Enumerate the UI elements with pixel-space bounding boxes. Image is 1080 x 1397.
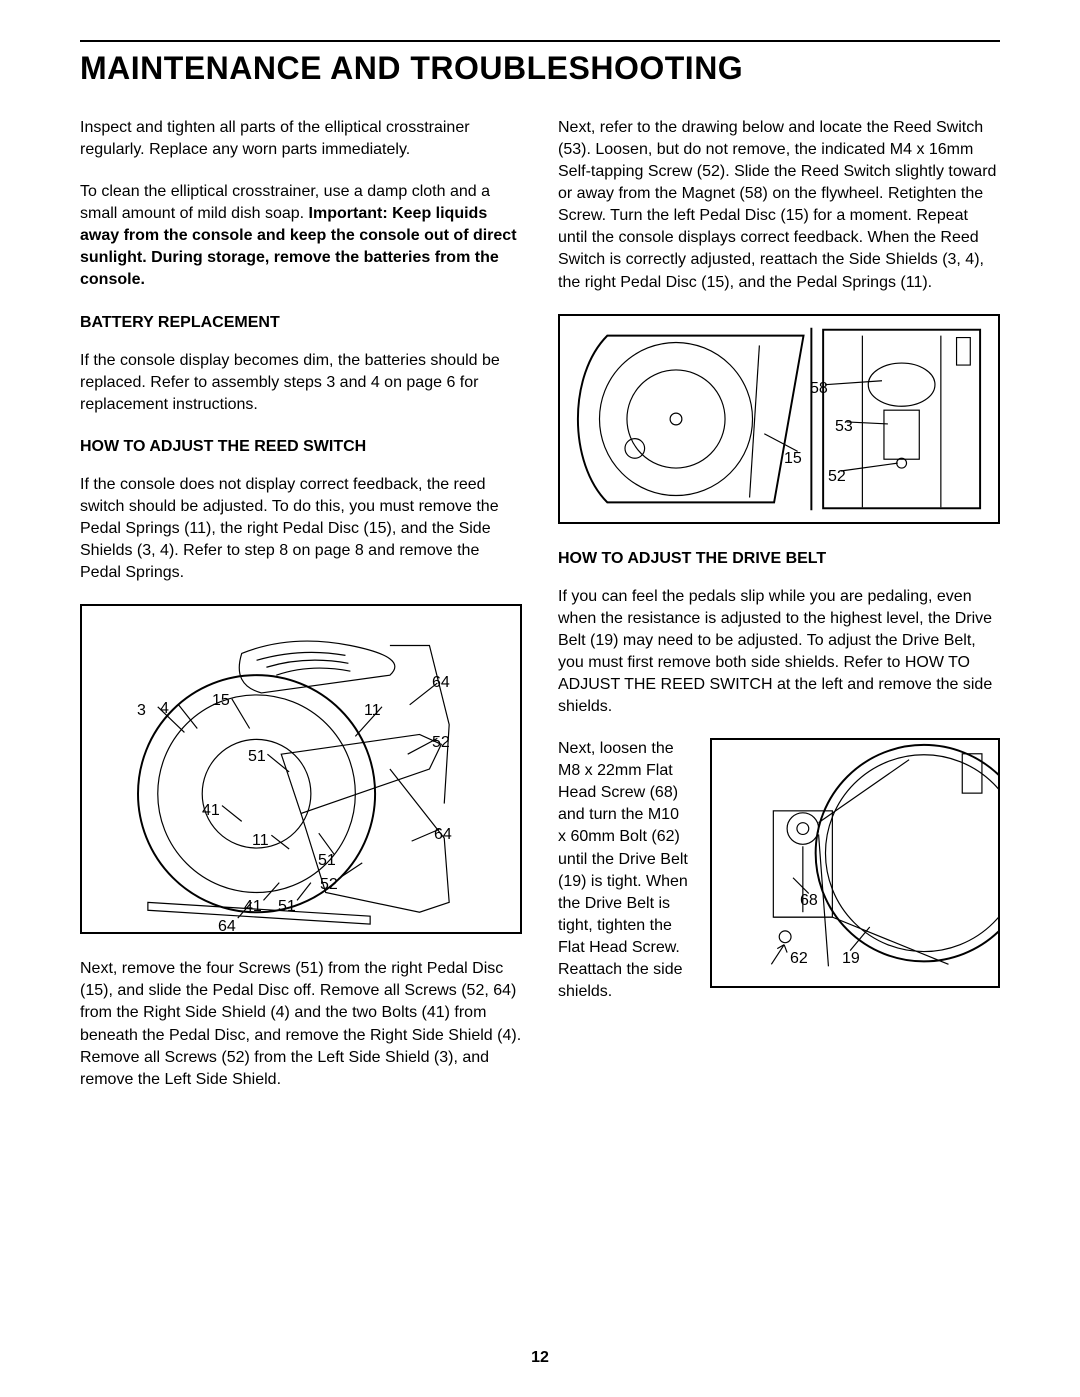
fig-a-label-64a: 64 — [432, 672, 450, 694]
fig-a-label-64b: 64 — [434, 824, 452, 846]
pedal-disc-diagram — [82, 606, 520, 932]
fig-a-label-51b: 51 — [318, 850, 336, 872]
figure-drive-belt: 68 62 19 — [710, 738, 1000, 988]
fig-b-label-53: 53 — [835, 416, 853, 438]
battery-heading: BATTERY REPLACEMENT — [80, 312, 522, 334]
fig-a-label-52a: 52 — [432, 732, 450, 754]
left-column: Inspect and tighten all parts of the ell… — [80, 117, 522, 1109]
intro-paragraph-2: To clean the elliptical crosstrainer, us… — [80, 181, 522, 291]
reed-paragraph-1: If the console does not display correct … — [80, 474, 522, 584]
fig-a-label-64c: 64 — [218, 916, 236, 938]
figure-pedal-disc: 3 4 15 11 64 52 51 41 11 64 51 52 41 51 … — [80, 604, 522, 934]
drive-belt-paragraph-1: If you can feel the pedals slip while yo… — [558, 586, 1000, 718]
fig-b-label-15: 15 — [784, 448, 802, 470]
page-title: MAINTENANCE AND TROUBLESHOOTING — [80, 50, 1000, 87]
fig-a-label-52b: 52 — [320, 874, 338, 896]
fig-c-label-19: 19 — [842, 948, 860, 970]
right-column: Next, refer to the drawing below and loc… — [558, 117, 1000, 1109]
reed-paragraph-3: Next, refer to the drawing below and loc… — [558, 117, 1000, 294]
fig-b-label-52: 52 — [828, 466, 846, 488]
fig-a-label-41b: 41 — [244, 896, 262, 918]
fig-c-label-68: 68 — [800, 890, 818, 912]
drive-belt-paragraph-2: Next, loosen the M8 x 22mm Flat Head Scr… — [558, 738, 690, 1003]
reed-switch-diagram — [560, 316, 998, 522]
fig-a-label-3: 3 — [137, 700, 146, 722]
fig-a-label-51a: 51 — [248, 746, 266, 768]
drive-belt-heading: HOW TO ADJUST THE DRIVE BELT — [558, 548, 1000, 570]
top-rule — [80, 40, 1000, 42]
drive-belt-row: Next, loosen the M8 x 22mm Flat Head Scr… — [558, 738, 1000, 1023]
fig-b-label-58: 58 — [810, 378, 828, 400]
intro-paragraph-1: Inspect and tighten all parts of the ell… — [80, 117, 522, 161]
fig-a-label-11a: 11 — [364, 700, 381, 722]
figure-reed-switch: 58 53 15 52 — [558, 314, 1000, 524]
fig-a-label-51c: 51 — [278, 896, 296, 918]
page-number: 12 — [0, 1349, 1080, 1367]
fig-c-label-62: 62 — [790, 948, 808, 970]
manual-page: MAINTENANCE AND TROUBLESHOOTING Inspect … — [0, 0, 1080, 1397]
reed-paragraph-2: Next, remove the four Screws (51) from t… — [80, 958, 522, 1090]
two-column-layout: Inspect and tighten all parts of the ell… — [80, 117, 1000, 1109]
fig-a-label-15: 15 — [212, 690, 230, 712]
fig-a-label-41a: 41 — [202, 800, 220, 822]
fig-a-label-4: 4 — [160, 698, 169, 720]
reed-switch-heading: HOW TO ADJUST THE REED SWITCH — [80, 436, 522, 458]
fig-a-label-11b: 11 — [252, 830, 269, 852]
battery-paragraph: If the console display becomes dim, the … — [80, 350, 522, 416]
